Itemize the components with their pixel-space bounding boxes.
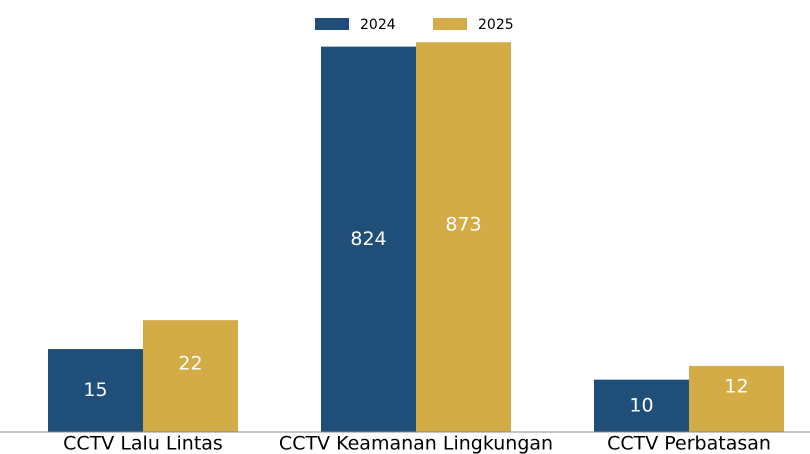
value-label: 15	[83, 379, 107, 401]
bar	[416, 42, 511, 433]
bar	[143, 320, 238, 432]
value-label: 22	[178, 353, 202, 375]
bar	[689, 365, 784, 432]
value-label: 12	[724, 375, 748, 397]
bar	[594, 379, 689, 432]
x-tick-label: CCTV Lalu Lintas	[63, 433, 223, 454]
x-tick-label: CCTV Keamanan Lingkungan	[279, 433, 553, 454]
value-label: 824	[350, 228, 386, 250]
value-label: 10	[629, 394, 653, 416]
value-label: 873	[445, 214, 481, 236]
legend-label: 2024	[360, 17, 396, 33]
bar	[321, 46, 416, 433]
legend-swatch	[433, 18, 467, 30]
x-tick-label: CCTV Perbatasan	[607, 433, 771, 454]
legend-label: 2025	[478, 17, 514, 33]
legend-swatch	[315, 18, 349, 30]
bar	[48, 349, 143, 432]
